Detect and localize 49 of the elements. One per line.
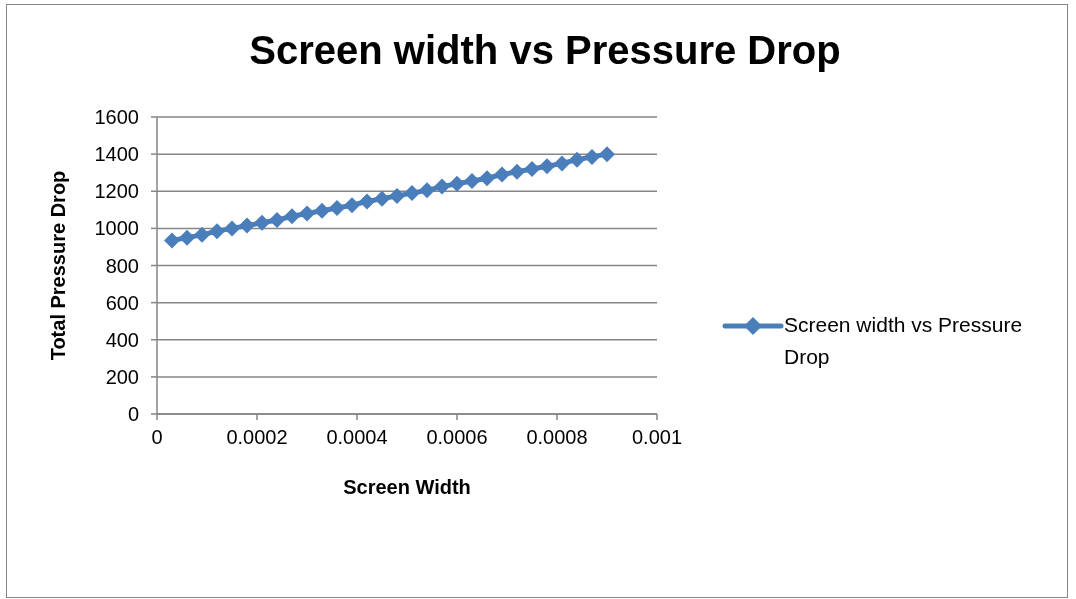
point [419, 182, 435, 199]
point [254, 214, 270, 231]
legend-label: Screen width vs Pressure Drop [784, 312, 1024, 370]
x-tick-label: 0.0008 [526, 426, 588, 449]
point [209, 223, 225, 240]
point [494, 166, 510, 183]
point [314, 202, 330, 219]
point [179, 229, 195, 246]
x-tick-label: 0.0006 [426, 426, 488, 449]
y-tick-label: 200 [105, 365, 139, 388]
point [194, 226, 210, 243]
y-tick-label: 1400 [94, 143, 139, 166]
point [269, 212, 285, 229]
y-tick-label: 0 [127, 403, 139, 426]
point [224, 220, 240, 237]
point [389, 187, 405, 204]
point [584, 148, 600, 165]
point [284, 208, 300, 225]
x-axis-title: Screen Width [343, 476, 471, 498]
point [374, 190, 390, 207]
point [329, 199, 345, 216]
point [464, 173, 480, 190]
x-tick-label: 0 [151, 426, 163, 449]
x-tick-label: 0.001 [631, 426, 683, 449]
point [404, 185, 420, 202]
point [299, 205, 315, 222]
x-tick-label: 0.0004 [326, 426, 388, 449]
point [524, 160, 540, 177]
point [509, 163, 525, 180]
point [539, 158, 555, 175]
y-tick-label: 600 [105, 291, 139, 314]
point [164, 232, 180, 249]
y-axis-title: Total Pressure Drop [47, 170, 69, 361]
point [344, 197, 360, 214]
y-tick-label: 1000 [94, 217, 139, 240]
point [554, 155, 570, 172]
point [359, 193, 375, 210]
point [449, 175, 465, 192]
y-tick-label: 1200 [94, 180, 139, 203]
y-tick-label: 400 [105, 328, 139, 351]
point [569, 151, 585, 168]
point [239, 217, 255, 234]
x-tick-label: 0.0002 [226, 426, 288, 449]
y-tick-label: 800 [105, 254, 139, 277]
y-tick-label: 1600 [94, 106, 139, 129]
point [479, 170, 495, 187]
point [434, 178, 450, 195]
chart-title: Screen width vs Pressure Drop [248, 28, 842, 73]
point [599, 146, 615, 163]
